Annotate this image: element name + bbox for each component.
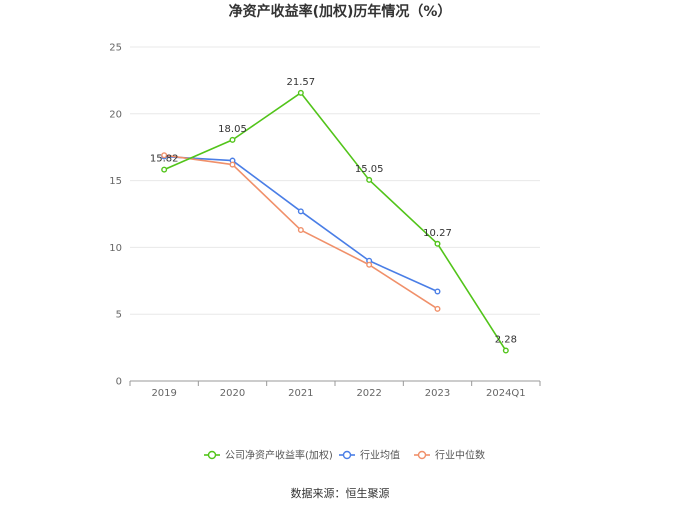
data-point bbox=[434, 240, 441, 247]
legend-item[interactable]: 公司净资产收益率(加权) bbox=[204, 449, 333, 462]
x-tick-label: 2023 bbox=[425, 388, 450, 399]
legend-swatch-marker bbox=[417, 450, 427, 460]
legend-item[interactable]: 行业中位数 bbox=[414, 449, 485, 462]
data-point bbox=[161, 166, 168, 173]
x-tick-label: 2024Q1 bbox=[486, 388, 526, 399]
x-tick-label: 2021 bbox=[288, 388, 313, 399]
x-tick-label: 2020 bbox=[220, 388, 245, 399]
legend-label: 行业中位数 bbox=[435, 449, 485, 462]
legend-label: 公司净资产收益率(加权) bbox=[225, 449, 333, 462]
data-point bbox=[161, 152, 168, 159]
legend[interactable]: 公司净资产收益率(加权) 行业均值 行业中位数 bbox=[204, 449, 485, 462]
data-point bbox=[434, 288, 441, 295]
data-point bbox=[229, 136, 236, 143]
data-label: 21.57 bbox=[287, 77, 316, 88]
data-label: 10.27 bbox=[423, 228, 452, 239]
data-source: 数据来源：恒生聚源 bbox=[291, 486, 390, 500]
data-label: 2.28 bbox=[495, 335, 517, 346]
data-label: 15.05 bbox=[355, 164, 384, 175]
y-tick-label: 0 bbox=[116, 377, 122, 388]
x-axis: 2019 2020 2021 2022 2023 2024Q1 bbox=[129, 380, 541, 399]
legend-swatch-marker bbox=[207, 450, 217, 460]
legend-item[interactable]: 行业均值 bbox=[339, 449, 400, 462]
data-label: 18.05 bbox=[218, 124, 247, 135]
data-point bbox=[297, 227, 304, 234]
y-tick-label: 25 bbox=[109, 43, 122, 54]
y-tick-label: 20 bbox=[109, 109, 122, 120]
y-tick-label: 10 bbox=[109, 243, 122, 254]
y-tick-label: 15 bbox=[109, 176, 122, 187]
series-line bbox=[163, 92, 507, 351]
y-axis: 0 5 10 15 20 25 bbox=[109, 43, 122, 388]
x-tick-label: 2022 bbox=[356, 388, 381, 399]
data-point bbox=[366, 176, 373, 183]
data-point bbox=[297, 89, 304, 96]
data-point bbox=[229, 161, 236, 168]
chart-title: 净资产收益率(加权)历年情况（%） bbox=[229, 3, 452, 20]
data-point bbox=[502, 347, 509, 354]
x-tick-label: 2019 bbox=[151, 388, 176, 399]
series-group: 15.82 18.05 21.57 15.05 10.27 2.28 bbox=[150, 77, 517, 354]
legend-label: 行业均值 bbox=[360, 449, 400, 462]
series-line bbox=[164, 155, 438, 293]
data-point bbox=[366, 261, 373, 268]
data-point bbox=[434, 305, 441, 312]
grid bbox=[130, 46, 540, 315]
data-label: 15.82 bbox=[150, 154, 179, 165]
data-point bbox=[297, 208, 304, 215]
legend-swatch-marker bbox=[342, 450, 352, 460]
y-tick-label: 5 bbox=[116, 310, 122, 321]
